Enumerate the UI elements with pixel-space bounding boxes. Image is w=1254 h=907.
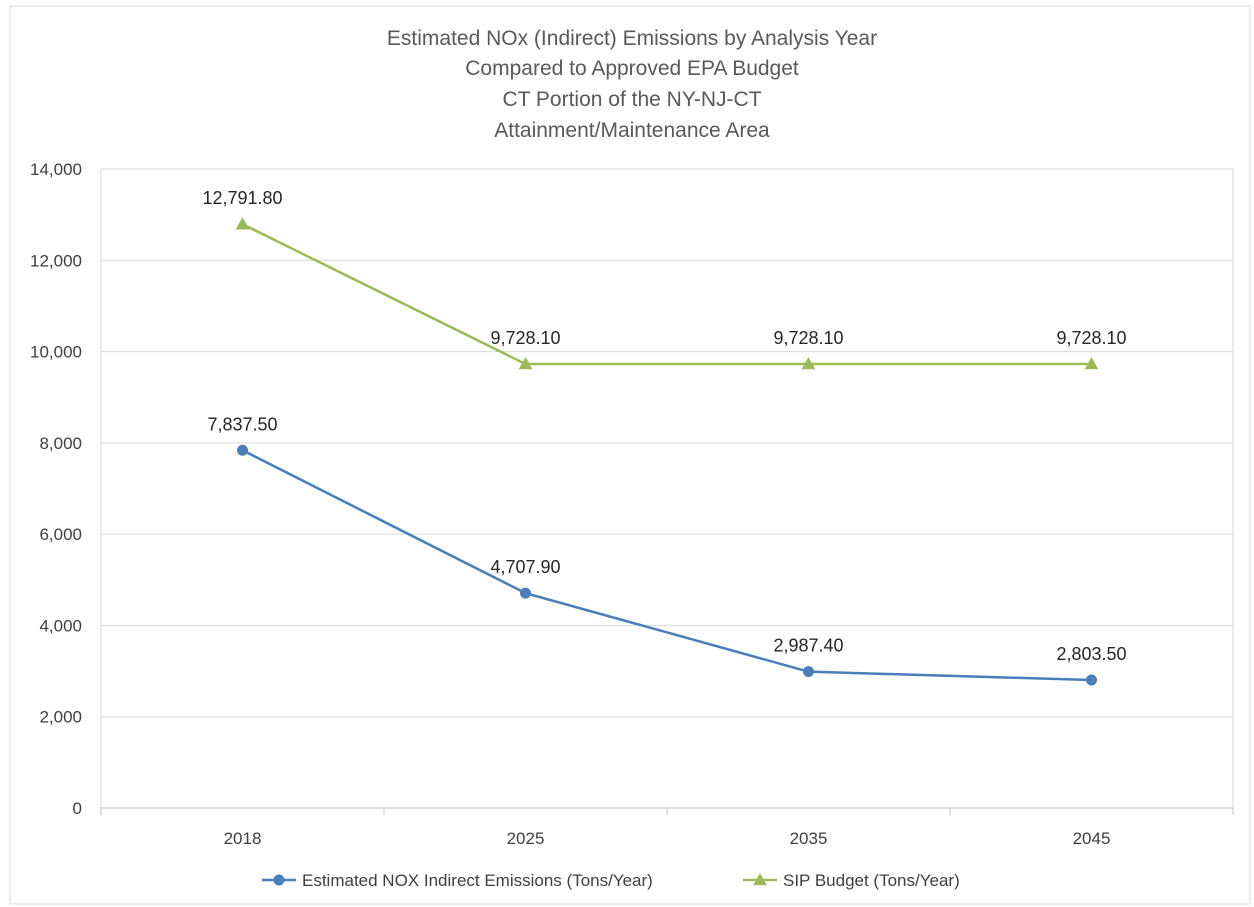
data-point-marker (1086, 674, 1097, 686)
x-tick-label: 2025 (507, 829, 545, 848)
chart-title: Estimated NOx (Indirect) Emissions by An… (387, 27, 877, 142)
data-point-marker (273, 874, 285, 886)
data-point-marker (753, 872, 767, 886)
data-point-marker (235, 217, 250, 230)
data-label: 12,791.80 (202, 188, 282, 208)
data-label: 9,728.10 (1056, 328, 1126, 348)
y-tick-label: 8,000 (39, 434, 82, 453)
series-line (241, 222, 1093, 366)
data-point-marker (518, 356, 533, 370)
chart-frame (9, 5, 1251, 905)
data-label: 2,987.40 (773, 636, 843, 656)
series-layer (235, 217, 1099, 686)
data-label: 9,728.10 (773, 328, 843, 348)
y-tick-label: 6,000 (39, 525, 82, 544)
chart-title-line-2: Compared to Approved EPA Budget (465, 57, 799, 80)
chart-title-line-3: CT Portion of the NY-NJ-CT (502, 88, 761, 111)
x-tick-label: 2035 (790, 829, 828, 848)
data-label: 7,837.50 (207, 414, 277, 434)
legend-item-2: SIP Budget (Tons/Year) (743, 871, 960, 890)
data-point-marker (520, 587, 531, 599)
x-tick-label: 2018 (224, 829, 262, 848)
data-point-marker (237, 444, 248, 456)
gridlines (100, 168, 1234, 808)
x-tick-label: 2045 (1073, 829, 1111, 848)
series-line (241, 449, 1093, 682)
series-2 (235, 217, 1099, 370)
legend-label: Estimated NOX Indirect Emissions (Tons/Y… (302, 871, 653, 890)
y-tick-label: 10,000 (30, 343, 82, 362)
data-label: 2,803.50 (1056, 644, 1126, 664)
data-point-marker (1084, 356, 1099, 370)
chart-title-line-4: Attainment/Maintenance Area (494, 119, 770, 142)
data-label: 4,707.90 (490, 557, 560, 577)
y-tick-label: 4,000 (39, 616, 82, 635)
legend: Estimated NOX Indirect Emissions (Tons/Y… (262, 871, 960, 890)
y-tick-label: 0 (73, 799, 82, 818)
y-tick-label: 2,000 (39, 708, 82, 727)
data-point-marker (803, 666, 814, 678)
legend-label: SIP Budget (Tons/Year) (783, 871, 960, 890)
axes: 0 2,000 4,000 6,000 8,000 10,000 12,000 14,000 2… (30, 160, 1234, 848)
legend-item-1: Estimated NOX Indirect Emissions (Tons/Y… (262, 871, 653, 890)
chart-title-line-1: Estimated NOx (Indirect) Emissions by An… (387, 27, 877, 50)
data-label: 9,728.10 (490, 328, 560, 348)
y-tick-label: 12,000 (30, 251, 82, 270)
data-labels: 7,837.50 4,707.90 2,987.40 2,803.50 12,791.8… (202, 188, 1126, 664)
data-point-marker (801, 356, 816, 370)
y-tick-label: 14,000 (30, 160, 82, 179)
series-1 (237, 444, 1097, 686)
